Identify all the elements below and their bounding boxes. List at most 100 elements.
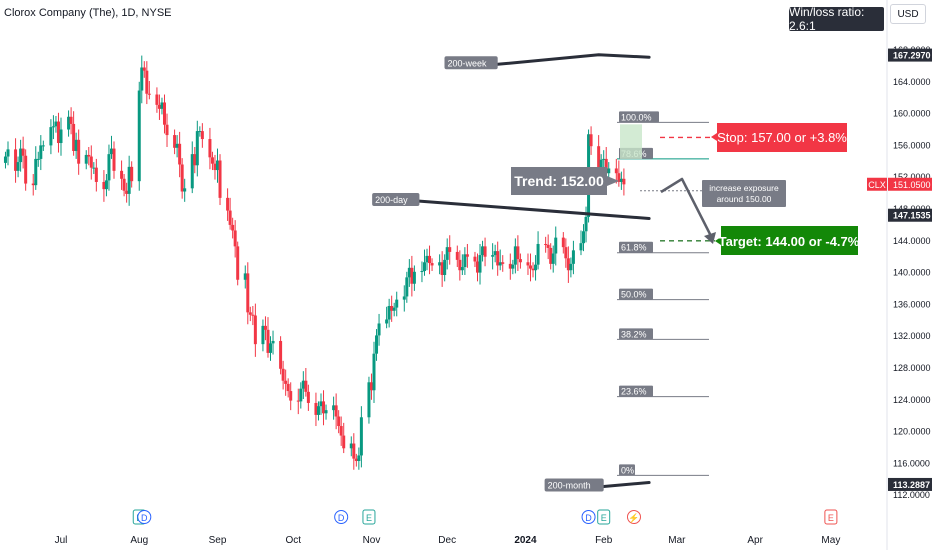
fib-level-label: 0% [621,465,634,475]
candle-body [422,262,426,272]
candle-body [183,188,187,192]
candle-body [246,273,250,313]
candle-body [120,170,124,179]
candle-body [193,154,197,166]
candle-body [589,134,593,147]
candle-body [142,67,146,71]
candle-body [49,127,53,146]
moving-average-label: 200-day [375,195,408,205]
stop-label: Stop: 157.00 or +3.8% [717,130,847,145]
candle-body [491,255,495,257]
candle-body [200,131,204,140]
candle-body [607,168,611,174]
price-tick-label: 156.0000 [893,140,931,150]
candle-body [496,251,500,266]
fib-label-bg [619,385,653,397]
candle-body [41,145,45,147]
candle-body [475,261,479,273]
candle-body [21,148,25,156]
symbol-tag-label: CLX [868,180,886,190]
price-tick-label: 152.0000 [893,172,931,182]
candle-body [546,244,550,248]
candle-body [271,340,275,344]
price-tick-label: 160.0000 [893,109,931,119]
time-axis: Jul Aug Sep Oct Nov Dec 2024 Feb Mar Apr May [55,535,841,546]
price-tick-label: 144.0000 [893,236,931,246]
candle-body [372,353,376,391]
candle-body [107,154,111,181]
price-tag-bg [888,208,932,222]
candle-body [549,247,553,264]
candle-body [483,246,487,257]
moving-average-line [496,53,651,66]
time-tick-label: Aug [130,535,148,546]
candle-body [228,210,232,225]
candle-body [233,230,237,247]
price-tick-label: 128.0000 [893,363,931,373]
time-tick-label: Sep [209,535,227,546]
candle-body [518,259,522,263]
candle-body [14,149,18,171]
currency-selector[interactable]: USD [890,4,926,24]
candle-body [130,166,134,182]
candle-body [198,131,202,133]
candle-body [440,262,444,275]
candle-body [87,154,91,157]
candle-body [430,263,434,266]
fibonacci-retracement: 100.0%78.6%61.8%50.0%38.2%23.6%0% [617,111,709,476]
moving-average-label: 200-week [447,58,487,68]
stop-callout [711,123,847,152]
candle-body [84,154,88,164]
candle-body [571,250,575,264]
candle-body [218,160,222,198]
candle-body [582,231,586,244]
fib-label-bg [619,328,653,340]
candle-body [387,305,391,320]
target-callout [715,226,858,255]
candle-body [390,305,394,311]
candle-body [94,167,98,182]
candle-body [226,197,230,211]
candle-body [213,163,217,171]
candle-body [349,443,353,449]
candle-body [16,162,20,171]
candle-body [445,247,449,260]
candle-body [266,329,270,353]
event-marker-bg [334,510,349,524]
moving-average-label-bg [544,478,604,492]
candle-body [3,156,7,163]
price-tick-label: 120.0000 [893,427,931,437]
time-tick-label: Nov [363,535,381,546]
event-marker-icon: E [601,513,607,523]
candle-body [112,148,116,171]
candle-body [69,116,73,124]
candle-body [465,254,469,257]
candle-body [253,315,257,345]
candle-body [407,267,411,278]
candle-body [511,264,515,269]
candle-body [74,139,78,151]
candle-body [19,148,23,163]
event-markers: EDDEDE⚡E [132,509,838,525]
candle-body [554,237,558,254]
candle-body [102,181,106,190]
event-marker-bg [137,510,152,524]
fib-level-label: 50.0% [621,290,647,300]
event-marker-bg [362,509,376,525]
candle-body [145,70,149,94]
candle-body [251,314,255,316]
candle-body [501,262,505,264]
fib-band [620,124,642,159]
price-tag-bg [888,477,932,491]
price-tick-label: 124.0000 [893,395,931,405]
time-tick-label: May [821,535,840,546]
candle-body [236,246,240,280]
fib-label-bg [619,464,635,476]
moving-average-line [417,199,651,220]
candle-body [412,271,416,284]
candle-body [127,166,131,194]
candle-body [481,246,485,256]
candle-body [157,104,161,109]
candle-body [551,253,555,264]
